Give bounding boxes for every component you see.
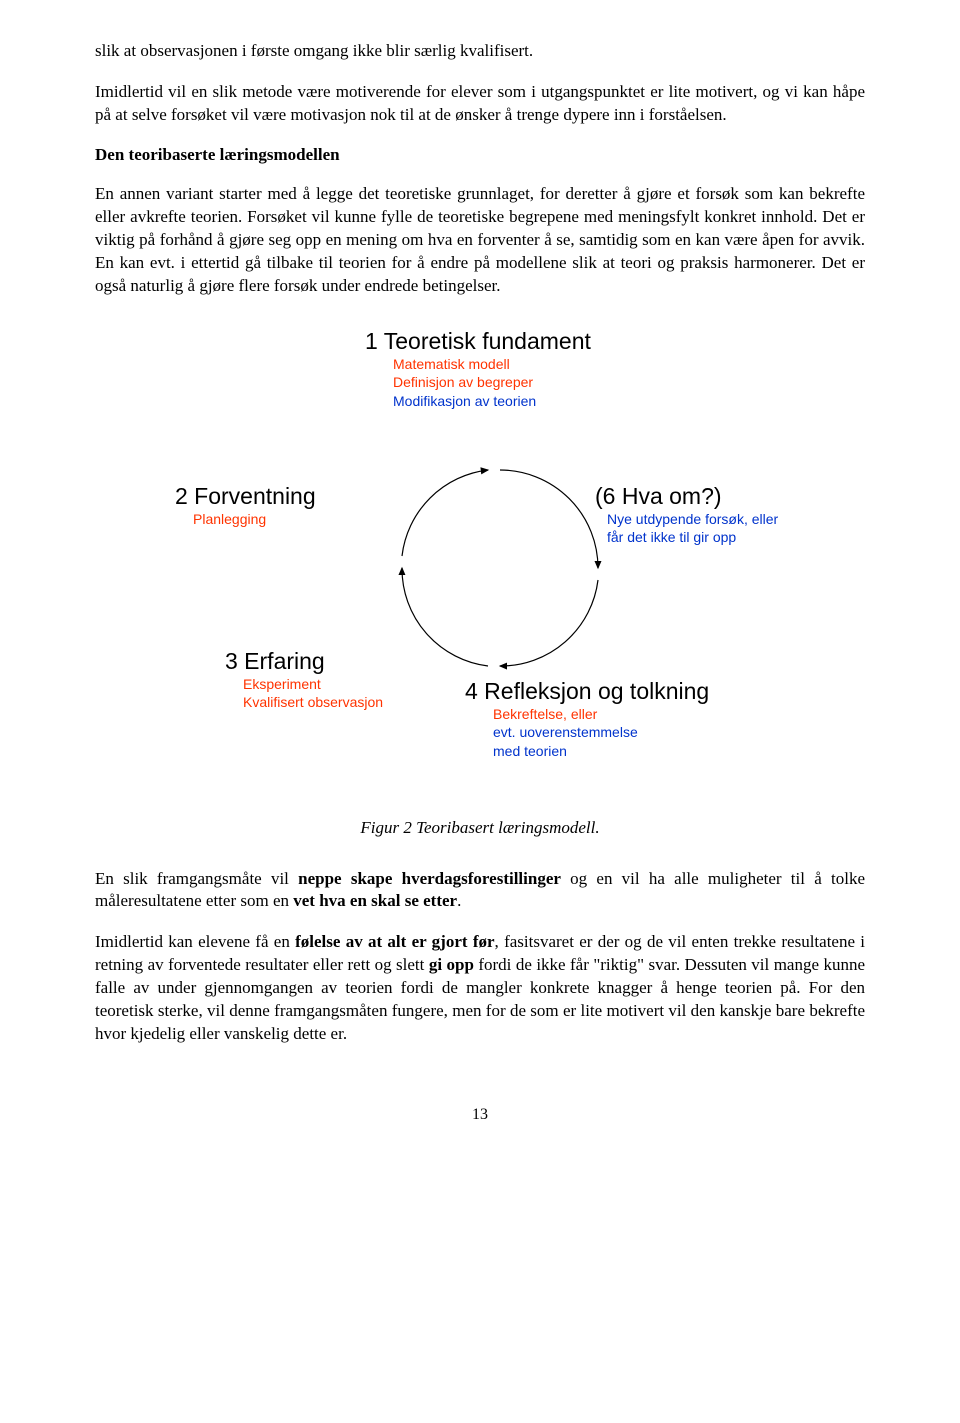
node-4-title: 4 Refleksjon og tolkning <box>465 678 709 705</box>
figure-caption: Figur 2 Teoribasert læringsmodell. <box>95 818 865 838</box>
node-1-sub2: Definisjon av begreper <box>393 373 591 392</box>
p5-bold-d: gi opp <box>429 955 474 974</box>
paragraph-1: slik at observasjonen i første omgang ik… <box>95 40 865 63</box>
p4-bold-d: vet hva en skal se etter <box>293 891 457 910</box>
node-6: (6 Hva om?) Nye utdypende forsøk, eller … <box>595 483 778 548</box>
page-number: 13 <box>95 1106 865 1124</box>
p5-bold-b: følelse av at alt er gjort før <box>295 932 494 951</box>
node-4-sub1: Bekreftelse, eller <box>493 705 709 724</box>
node-3-sub2: Kvalifisert observasjon <box>243 693 383 712</box>
paragraph-3: En annen variant starter med å legge det… <box>95 183 865 298</box>
diagram-container: 1 Teoretisk fundament Matematisk modell … <box>135 328 865 808</box>
node-4-sub2: evt. uoverenstemmelse <box>493 723 709 742</box>
node-1-title: 1 Teoretisk fundament <box>365 328 591 355</box>
paragraph-2: Imidlertid vil en slik metode være motiv… <box>95 81 865 127</box>
node-6-sub1: Nye utdypende forsøk, eller <box>607 510 778 529</box>
node-6-title: (6 Hva om?) <box>595 483 778 510</box>
node-3-sub1: Eksperiment <box>243 675 383 694</box>
node-2-sub1: Planlegging <box>193 510 316 529</box>
p4-text-a: En slik framgangsmåte vil <box>95 869 298 888</box>
node-1-sub1: Matematisk modell <box>393 355 591 374</box>
section-heading: Den teoribaserte læringsmodellen <box>95 145 865 165</box>
node-3-title: 3 Erfaring <box>225 648 383 675</box>
p5-text-a: Imidlertid kan elevene få en <box>95 932 295 951</box>
figure-2: 1 Teoretisk fundament Matematisk modell … <box>95 328 865 838</box>
node-6-sub2: får det ikke til gir opp <box>607 528 778 547</box>
paragraph-5: Imidlertid kan elevene få en følelse av … <box>95 931 865 1046</box>
p4-text-e: . <box>457 891 461 910</box>
node-1-sub3: Modifikasjon av teorien <box>393 392 591 411</box>
node-4: 4 Refleksjon og tolkning Bekreftelse, el… <box>465 678 709 762</box>
p4-bold-b: neppe skape hverdagsforestillinger <box>298 869 561 888</box>
node-4-sub3: med teorien <box>493 742 709 761</box>
node-1: 1 Teoretisk fundament Matematisk modell … <box>365 328 591 412</box>
paragraph-4: En slik framgangsmåte vil neppe skape hv… <box>95 868 865 914</box>
node-3: 3 Erfaring Eksperiment Kvalifisert obser… <box>225 648 383 713</box>
node-2-title: 2 Forventning <box>175 483 316 510</box>
node-2: 2 Forventning Planlegging <box>175 483 316 529</box>
